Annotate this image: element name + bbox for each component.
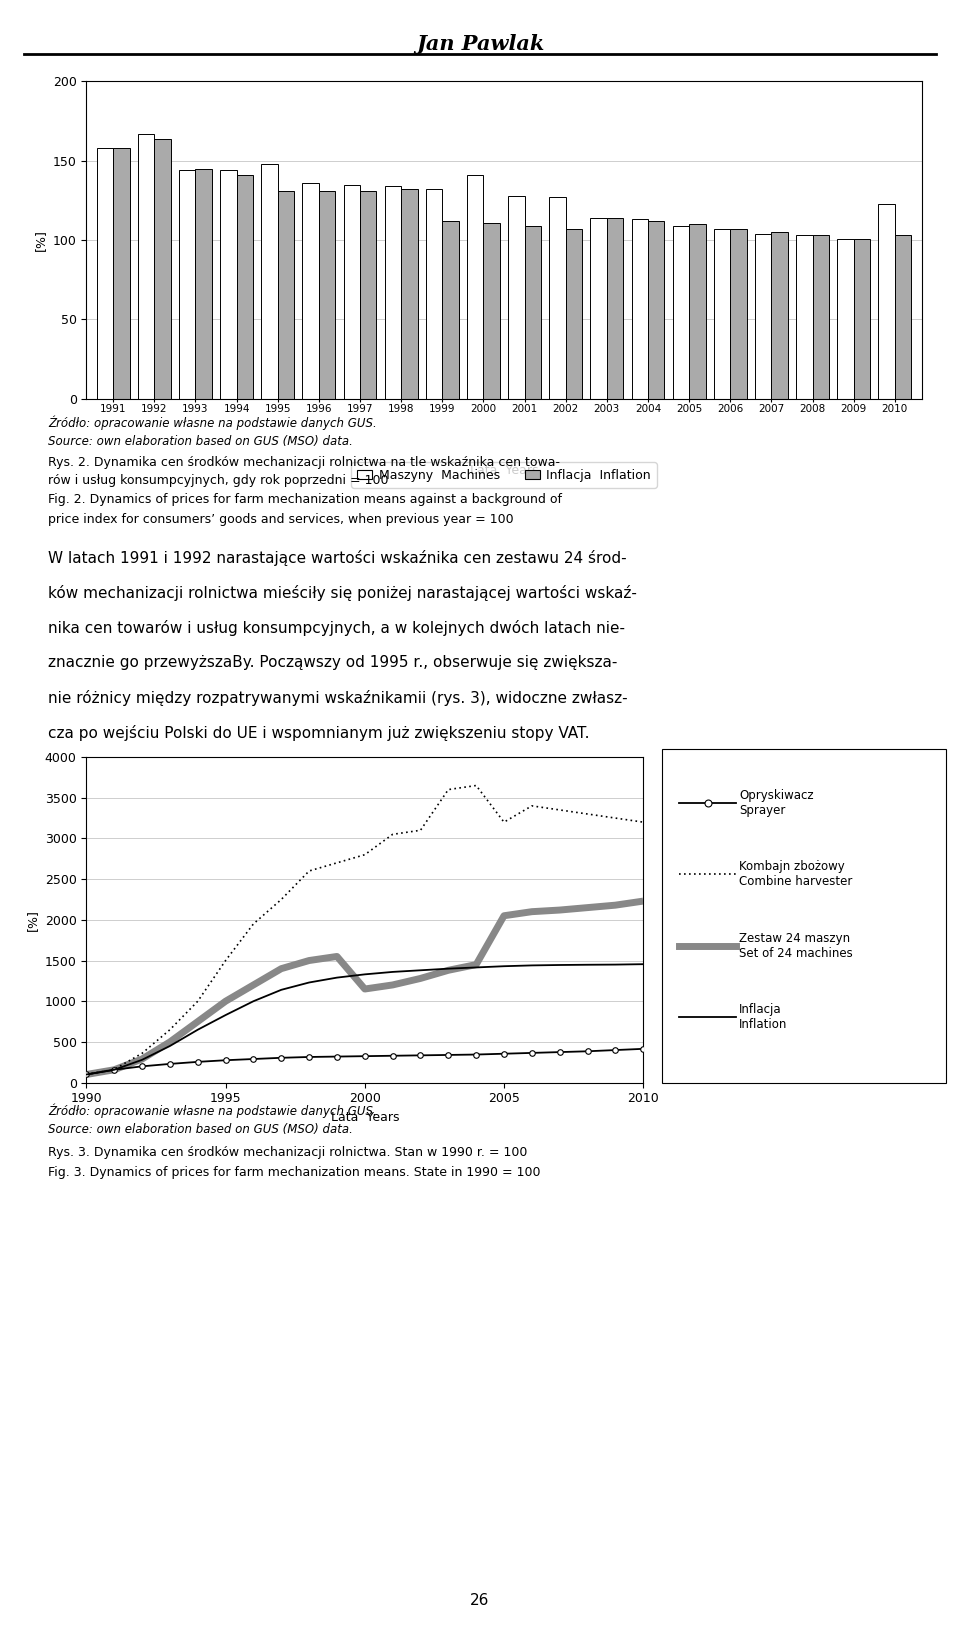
Bar: [714, 230, 731, 399]
Bar: [632, 220, 648, 399]
Text: Rys. 2. Dynamika cen środków mechanizacji rolnictwa na tle wskaźnika cen towa-: Rys. 2. Dynamika cen środków mechanizacj…: [48, 456, 560, 469]
Bar: [878, 204, 895, 399]
Legend: Maszyny  Machines, Inflacja  Inflation: Maszyny Machines, Inflacja Inflation: [351, 462, 657, 488]
Bar: [484, 223, 500, 399]
Text: Jan Pawlak: Jan Pawlak: [416, 34, 544, 54]
Bar: [508, 195, 524, 399]
Bar: [97, 148, 113, 399]
Text: Fig. 2. Dynamics of prices for farm mechanization means against a background of: Fig. 2. Dynamics of prices for farm mech…: [48, 493, 562, 506]
Bar: [772, 233, 788, 399]
Bar: [277, 190, 294, 399]
Text: ków mechanizacji rolnictwa mieściły się poniżej narastającej wartości wskaź-: ków mechanizacji rolnictwa mieściły się …: [48, 584, 636, 601]
Bar: [812, 236, 829, 399]
Bar: [524, 226, 541, 399]
X-axis label: Lata  Years: Lata Years: [330, 1110, 399, 1123]
Text: Zestaw 24 maszyn
Set of 24 machines: Zestaw 24 maszyn Set of 24 machines: [739, 931, 852, 961]
Bar: [220, 171, 236, 399]
Bar: [837, 239, 853, 399]
Text: Rys. 3. Dynamika cen środków mechanizacji rolnictwa. Stan w 1990 r. = 100: Rys. 3. Dynamika cen środków mechanizacj…: [48, 1146, 527, 1159]
Bar: [344, 184, 360, 399]
Bar: [261, 164, 277, 399]
Bar: [385, 186, 401, 399]
Text: Source: own elaboration based on GUS (MSO) data.: Source: own elaboration based on GUS (MS…: [48, 435, 353, 448]
Bar: [648, 221, 664, 399]
Bar: [607, 218, 623, 399]
Bar: [426, 189, 443, 399]
Bar: [138, 133, 155, 399]
Text: Source: own elaboration based on GUS (MSO) data.: Source: own elaboration based on GUS (MS…: [48, 1123, 353, 1136]
Bar: [401, 189, 418, 399]
Bar: [673, 226, 689, 399]
Bar: [360, 190, 376, 399]
Text: Źródło: opracowanie własne na podstawie danych GUS.: Źródło: opracowanie własne na podstawie …: [48, 415, 376, 430]
Bar: [565, 230, 582, 399]
Text: nie różnicy między rozpatrywanymi wskaźnikamii (rys. 3), widoczne zwłasz-: nie różnicy między rozpatrywanymi wskaźn…: [48, 690, 628, 707]
Bar: [319, 190, 335, 399]
Text: znacznie go przewyższaBy. Począwszy od 1995 r., obserwuje się zwiększa-: znacznie go przewyższaBy. Począwszy od 1…: [48, 654, 617, 671]
Text: Inflacja
Inflation: Inflacja Inflation: [739, 1003, 787, 1032]
Text: Opryskiwacz
Sprayer: Opryskiwacz Sprayer: [739, 788, 814, 817]
Bar: [590, 218, 607, 399]
Bar: [467, 176, 484, 399]
Text: cza po wejściu Polski do UE i wspomnianym już zwiększeniu stopy VAT.: cza po wejściu Polski do UE i wspomniany…: [48, 726, 589, 741]
Bar: [853, 239, 870, 399]
Bar: [179, 171, 196, 399]
Text: price index for consumers’ goods and services, when previous year = 100: price index for consumers’ goods and ser…: [48, 513, 514, 526]
Bar: [196, 169, 212, 399]
Bar: [236, 176, 253, 399]
Bar: [155, 138, 171, 399]
Text: W latach 1991 i 1992 narastające wartości wskaźnika cen zestawu 24 środ-: W latach 1991 i 1992 narastające wartośc…: [48, 550, 627, 567]
Bar: [689, 225, 706, 399]
Text: Kombajn zbożowy
Combine harvester: Kombajn zbożowy Combine harvester: [739, 860, 852, 889]
Y-axis label: [%]: [%]: [35, 230, 47, 251]
Bar: [113, 148, 130, 399]
Text: Źródło: opracowanie własne na podstawie danych GUS.: Źródło: opracowanie własne na podstawie …: [48, 1104, 376, 1118]
Text: nika cen towarów i usług konsumpcyjnych, a w kolejnych dwóch latach nie-: nika cen towarów i usług konsumpcyjnych,…: [48, 620, 625, 637]
Bar: [796, 236, 812, 399]
Bar: [549, 197, 565, 399]
Text: 26: 26: [470, 1594, 490, 1608]
Bar: [895, 236, 911, 399]
Y-axis label: [%]: [%]: [26, 908, 39, 931]
X-axis label: Lata  Years: Lata Years: [469, 464, 539, 477]
Bar: [755, 234, 772, 399]
Bar: [443, 221, 459, 399]
Bar: [731, 230, 747, 399]
Text: rów i usług konsumpcyjnych, gdy rok poprzedni = 100: rów i usług konsumpcyjnych, gdy rok popr…: [48, 474, 389, 487]
Text: Fig. 3. Dynamics of prices for farm mechanization means. State in 1990 = 100: Fig. 3. Dynamics of prices for farm mech…: [48, 1166, 540, 1179]
Bar: [302, 182, 319, 399]
